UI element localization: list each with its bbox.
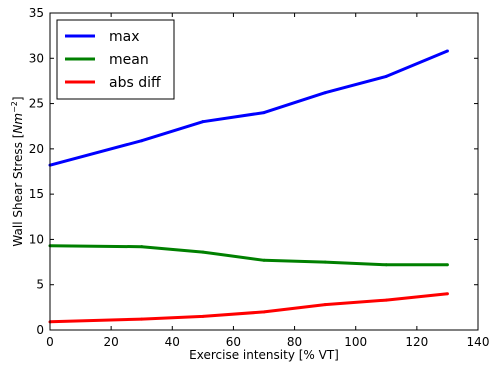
y-tick-label: 35 — [29, 6, 44, 20]
data-point-abs-diff — [384, 298, 388, 302]
x-tick-label: 80 — [287, 335, 302, 349]
x-tick-label: 40 — [165, 335, 180, 349]
x-axis-label: Exercise intensity [% VT] — [189, 348, 339, 362]
y-axis-label-text: Wall Shear Stress [ — [11, 134, 25, 247]
series-line-mean — [49, 244, 448, 267]
x-tick-label: 0 — [46, 335, 54, 349]
data-point-mean — [445, 263, 449, 267]
data-point-abs-diff — [201, 314, 205, 318]
x-tick-label: 140 — [467, 335, 490, 349]
plot-series-group — [48, 49, 449, 324]
data-point-max — [384, 74, 388, 78]
data-point-max — [201, 120, 205, 124]
data-point-abs-diff — [262, 310, 266, 314]
y-tick-label: 25 — [29, 97, 44, 111]
y-axis-label-close: ] — [11, 96, 25, 101]
y-axis-ticks: 0 5 10 15 20 25 30 35 — [29, 6, 478, 337]
data-point-max — [323, 91, 327, 95]
y-tick-label: 5 — [36, 278, 44, 292]
legend-label-max: max — [109, 29, 140, 45]
y-tick-label: 10 — [29, 232, 44, 246]
data-point-mean — [384, 263, 388, 267]
data-point-abs-diff — [323, 303, 327, 307]
y-tick-label: 15 — [29, 187, 44, 201]
data-point-mean — [140, 245, 144, 249]
y-tick-label: 20 — [29, 142, 44, 156]
y-axis-label: Wall Shear Stress [Nm−2] — [10, 96, 25, 246]
data-point-mean — [201, 250, 205, 254]
x-tick-label: 60 — [226, 335, 241, 349]
legend: max mean abs diff — [56, 19, 175, 100]
data-point-max — [262, 111, 266, 115]
x-tick-label: 100 — [344, 335, 367, 349]
data-point-abs-diff — [445, 292, 449, 296]
data-point-mean — [323, 260, 327, 264]
legend-label-abs-diff: abs diff — [109, 75, 161, 91]
y-axis-label-exponent: −2 — [10, 101, 19, 113]
plot-frame — [49, 12, 479, 331]
y-axis-label-unit: Nm — [11, 113, 25, 134]
data-point-abs-diff — [140, 317, 144, 321]
data-point-max — [140, 139, 144, 143]
series-line-abs-diff — [49, 292, 448, 324]
data-point-mean — [262, 258, 266, 262]
y-tick-label: 0 — [36, 323, 44, 337]
x-tick-label: 120 — [405, 335, 428, 349]
data-point-max — [445, 49, 449, 53]
legend-label-mean: mean — [109, 52, 149, 68]
x-tick-label: 20 — [104, 335, 119, 349]
y-tick-label: 30 — [29, 51, 44, 65]
x-axis-ticks: 0 20 40 60 80 100 120 140 — [46, 13, 489, 349]
